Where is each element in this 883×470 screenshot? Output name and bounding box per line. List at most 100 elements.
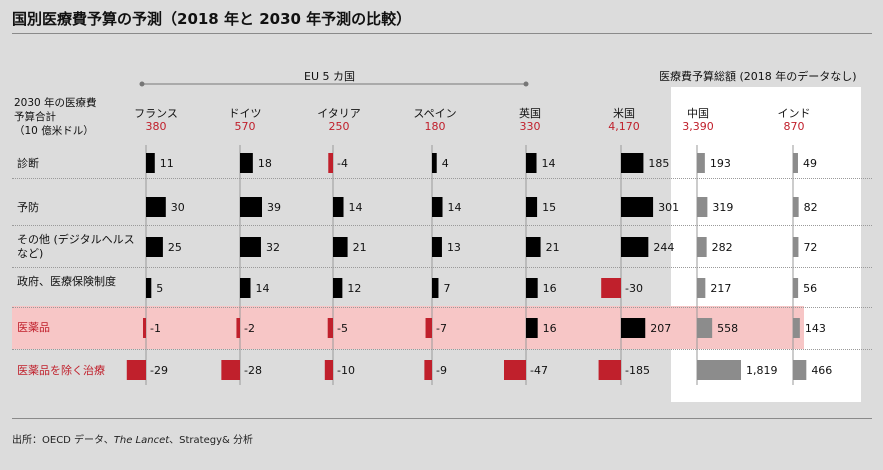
source-note: 出所：OECD データ、The Lancet、Strategy& 分析 xyxy=(12,431,253,446)
row-separator xyxy=(12,267,872,268)
bar-value-label: -7 xyxy=(436,322,447,335)
bar xyxy=(697,278,706,298)
country-name: インド xyxy=(777,107,811,120)
bar-value-label: -185 xyxy=(625,364,650,377)
bar-value-label: -4 xyxy=(337,157,348,170)
bar xyxy=(526,153,537,173)
bar-value-label: 244 xyxy=(653,241,674,254)
bar xyxy=(793,197,799,217)
bar xyxy=(526,278,538,298)
bar xyxy=(697,197,708,217)
bar-value-label: 16 xyxy=(543,282,557,295)
country-total: 330 xyxy=(519,120,541,133)
total-budget-heading: 2030 年の医療費 予算合計 （10 億米ドル） xyxy=(14,96,97,138)
bar-value-label: 14 xyxy=(256,282,270,295)
row-separator xyxy=(12,349,872,350)
bar-value-label: 11 xyxy=(160,157,174,170)
bar xyxy=(526,318,538,338)
row-separator xyxy=(12,178,872,179)
bar xyxy=(425,318,432,338)
country-total: 870 xyxy=(783,120,805,133)
bar-value-label: 82 xyxy=(804,201,818,214)
bar-value-label: 4 xyxy=(442,157,449,170)
budget-total-label: 医療費予算総額 (2018 年のデータなし) xyxy=(659,70,857,83)
total-label-line-1: 2030 年の医療費 xyxy=(14,97,97,109)
bar xyxy=(240,237,261,257)
bar xyxy=(432,197,443,217)
bar xyxy=(598,360,621,380)
bar-value-label: 7 xyxy=(443,282,450,295)
bar-value-label: 56 xyxy=(803,282,817,295)
bar xyxy=(333,278,343,298)
bar xyxy=(143,318,146,338)
bar-value-label: 143 xyxy=(805,322,826,335)
country-name: スペイン xyxy=(413,107,457,120)
bar-value-label: 49 xyxy=(803,157,817,170)
title-rule xyxy=(12,33,872,34)
country-name: 英国 xyxy=(519,107,541,120)
bar-value-label: -2 xyxy=(244,322,255,335)
bar-value-label: 13 xyxy=(447,241,461,254)
bar-value-label: 558 xyxy=(717,322,738,335)
source-rule xyxy=(12,418,872,419)
bar-value-label: 14 xyxy=(542,157,556,170)
bar-value-label: 207 xyxy=(650,322,671,335)
bar-value-label: -28 xyxy=(244,364,262,377)
bar-value-label: 217 xyxy=(710,282,731,295)
bar xyxy=(432,278,439,298)
eu5-label: EU 5 カ国 xyxy=(304,70,355,83)
bar-value-label: -30 xyxy=(625,282,643,295)
category-label: 医薬品を除く治療 xyxy=(17,364,105,377)
bar xyxy=(333,197,344,217)
category-label: 予防 xyxy=(17,201,39,214)
bar xyxy=(697,360,741,380)
bar xyxy=(221,360,240,380)
bar xyxy=(432,237,442,257)
bar xyxy=(146,278,152,298)
bar xyxy=(621,197,654,217)
chart-title: 国別医療費予算の予測（2018 年と 2030 年予測の比較） xyxy=(12,10,412,28)
bar xyxy=(126,360,146,380)
bar-value-label: -1 xyxy=(150,322,161,335)
source-lancet: The Lancet xyxy=(113,435,170,446)
bar xyxy=(793,318,800,338)
country-total: 250 xyxy=(328,120,350,133)
bar xyxy=(793,237,799,257)
country-name: 中国 xyxy=(687,107,709,120)
category-label: 診断 xyxy=(17,157,39,170)
bar xyxy=(432,153,437,173)
bar xyxy=(324,360,333,380)
bar-value-label: 301 xyxy=(658,201,679,214)
bar-value-label: 21 xyxy=(353,241,367,254)
bar-value-label: -47 xyxy=(530,364,548,377)
bar xyxy=(621,318,646,338)
bar xyxy=(621,237,649,257)
bar-value-label: -5 xyxy=(337,322,348,335)
eu5-bracket-arrow xyxy=(139,81,529,87)
country-name: フランス xyxy=(134,107,178,120)
bar-value-label: 319 xyxy=(712,201,733,214)
bar-value-label: -29 xyxy=(150,364,168,377)
bar xyxy=(240,153,253,173)
total-label-line-3: （10 億米ドル） xyxy=(14,125,94,137)
bar-value-label: 282 xyxy=(712,241,733,254)
bar xyxy=(793,153,798,173)
bar xyxy=(526,237,541,257)
bar xyxy=(621,153,644,173)
country-name: イタリア xyxy=(317,107,361,120)
country-total: 3,390 xyxy=(682,120,714,133)
bar-value-label: 14 xyxy=(448,201,462,214)
bar-value-label: 12 xyxy=(347,282,361,295)
bar-value-label: 25 xyxy=(168,241,182,254)
country-name: ドイツ xyxy=(228,107,262,120)
bar-value-label: 193 xyxy=(710,157,731,170)
bar-value-label: 466 xyxy=(811,364,832,377)
bar xyxy=(146,153,155,173)
bar-value-label: -9 xyxy=(436,364,447,377)
bar-value-label: 185 xyxy=(648,157,669,170)
country-total: 380 xyxy=(145,120,167,133)
source-prefix: 出所：OECD データ、 xyxy=(12,435,114,446)
bar xyxy=(328,153,333,173)
bar xyxy=(793,360,807,380)
